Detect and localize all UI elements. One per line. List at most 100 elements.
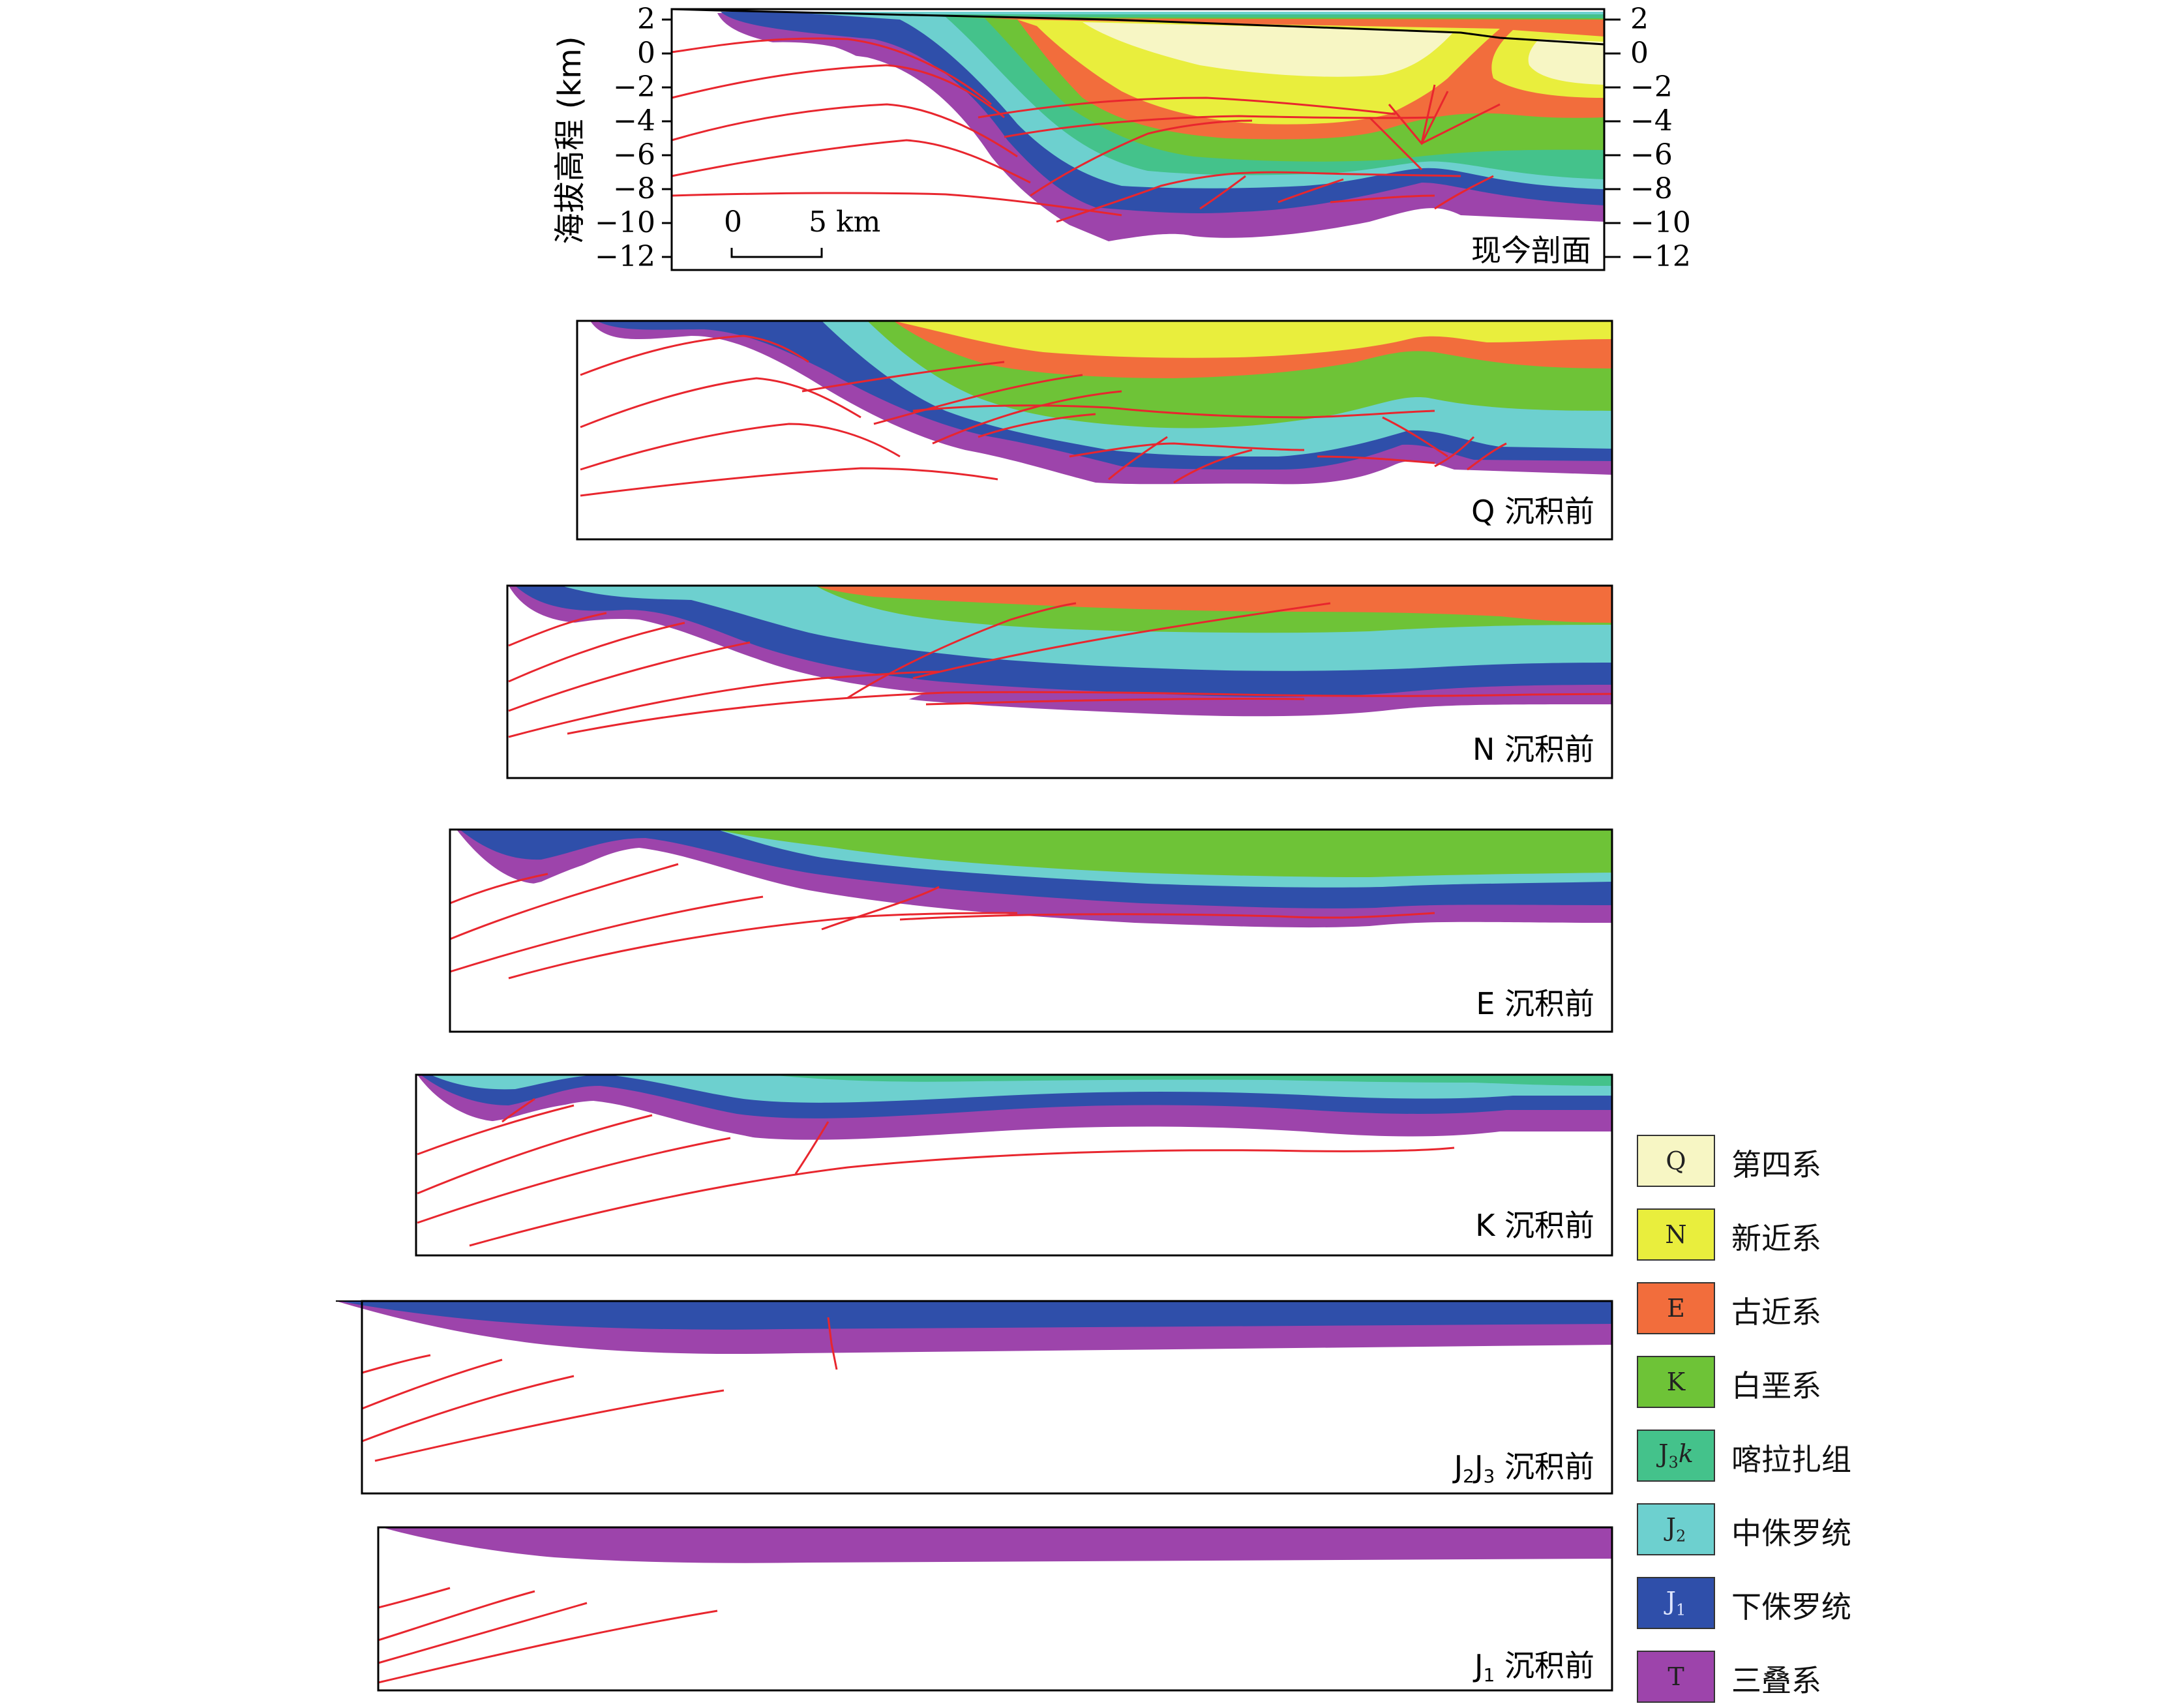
tick-label: −12	[1630, 240, 1691, 273]
panel-label-preJ1: J1 沉积前	[1472, 1648, 1594, 1686]
layer-J2	[430, 1075, 1612, 1103]
faults	[361, 1317, 838, 1462]
panel-label-preE: E 沉积前	[1476, 986, 1594, 1021]
panel-frame	[670, 8, 1606, 271]
scale-bar: 0 5 km	[724, 205, 880, 258]
code-part: J	[1666, 1587, 1676, 1616]
layer-E	[815, 586, 1612, 623]
legend-swatch: T	[1637, 1651, 1715, 1703]
legend-code: E	[1667, 1294, 1685, 1323]
panel-frame	[377, 1526, 1613, 1692]
panel-frame	[449, 828, 1613, 1033]
legend-label: 白垩系	[1731, 1368, 1821, 1403]
legend-swatch: K	[1637, 1356, 1715, 1408]
tick-label: −10	[595, 206, 655, 239]
panel-present: 2 0 −2 −4 −6 −8 −10 −12 2 0 −2 −4 −6 −8 …	[552, 3, 1691, 273]
legend-code: K	[1666, 1368, 1686, 1396]
tick-label: −6	[1630, 138, 1673, 172]
tick-label: −10	[1630, 206, 1691, 239]
tick-label: −2	[1630, 70, 1673, 104]
legend-swatch: E	[1637, 1282, 1715, 1334]
tick-label: 2	[1630, 3, 1649, 36]
legend-label: 新近系	[1731, 1221, 1821, 1256]
legend-label: 下侏罗统	[1731, 1589, 1851, 1625]
legend-item-Q: Q 第四系	[1637, 1135, 2067, 1192]
legend-swatch: J1	[1637, 1577, 1715, 1629]
panel-label-present: 现今剖面	[1471, 233, 1591, 268]
legend-item-J2: J2 中侏罗统	[1637, 1503, 2067, 1561]
topography-line	[671, 8, 1605, 46]
legend-swatch: N	[1637, 1208, 1715, 1261]
layer-T	[381, 1527, 1612, 1563]
layer-J1	[339, 1301, 1612, 1330]
faults	[449, 863, 1435, 980]
right-axis-ticks	[1604, 18, 1621, 258]
panel-label-preQ: Q 沉积前	[1471, 494, 1594, 529]
label-part: 沉积前	[1495, 1449, 1594, 1484]
label-part: J	[1472, 1449, 1484, 1484]
legend-code: T	[1667, 1662, 1684, 1691]
tick-label: −12	[595, 240, 655, 273]
code-sub: 3	[1668, 1453, 1679, 1472]
panel-preJ1: J1 沉积前	[377, 1526, 1613, 1692]
panel-label-preN: N 沉积前	[1472, 732, 1594, 767]
faults	[580, 335, 1507, 497]
label-part: 沉积前	[1495, 1648, 1594, 1683]
panel-preE: E 沉积前	[449, 828, 1613, 1033]
code-sub: 2	[1675, 1527, 1686, 1546]
code-part: k	[1678, 1439, 1694, 1469]
legend-swatch: J3k	[1637, 1430, 1715, 1482]
legend-swatch: Q	[1637, 1135, 1715, 1187]
legend-label: 中侏罗统	[1731, 1516, 1851, 1551]
panel-preN: N 沉积前	[506, 584, 1613, 779]
legend-swatch: J2	[1637, 1503, 1715, 1555]
code-part: J	[1658, 1439, 1669, 1469]
legend-code: N	[1665, 1220, 1687, 1249]
basement	[672, 42, 1024, 196]
legend-item-E: E 古近系	[1637, 1282, 2067, 1340]
panel-preJ2J3: J2J3 沉积前	[336, 1300, 1613, 1495]
legend-item-T: T 三叠系	[1637, 1651, 2067, 1708]
left-axis: 2 0 −2 −4 −6 −8 −10 −12	[595, 3, 655, 273]
legend-label: 第四系	[1731, 1147, 1821, 1182]
faults	[508, 602, 1613, 738]
tick-label: −8	[613, 172, 655, 205]
y-axis-title: 海拔高程 (km)	[552, 36, 588, 244]
legend-code: J2	[1666, 1513, 1686, 1546]
faults	[378, 1587, 718, 1684]
tick-label: 0	[637, 37, 655, 70]
code-part: J	[1666, 1513, 1676, 1542]
panel-label-preK: K 沉积前	[1475, 1208, 1594, 1243]
tick-label: −8	[1630, 172, 1673, 205]
legend-code: Q	[1666, 1146, 1686, 1175]
basement	[450, 853, 900, 985]
tick-label: −2	[613, 70, 655, 104]
legend-item-J1: J1 下侏罗统	[1637, 1577, 2067, 1634]
legend-label: 喀拉扎组	[1731, 1442, 1851, 1477]
panel-frame	[361, 1300, 1613, 1495]
layer-J3k	[770, 1075, 1612, 1086]
tick-label: −6	[613, 138, 655, 172]
tick-label: 2	[637, 3, 655, 36]
legend-label: 古近系	[1731, 1295, 1821, 1330]
panel-preQ: Q 沉积前	[576, 320, 1613, 541]
basement	[507, 619, 926, 737]
scale-label-zero: 0	[724, 205, 742, 239]
label-part: J	[1472, 1648, 1484, 1683]
legend-code: J3k	[1658, 1439, 1694, 1472]
legend-item-J3k: J3k 喀拉扎组	[1637, 1430, 2067, 1487]
label-sub: 1	[1484, 1664, 1495, 1686]
label-part: J	[1452, 1449, 1463, 1484]
legend-code: J1	[1666, 1587, 1686, 1619]
left-axis-ticks	[662, 18, 672, 258]
scale-label-five: 5 km	[809, 205, 880, 239]
right-axis: 2 0 −2 −4 −6 −8 −10 −12	[1630, 3, 1691, 273]
legend-item-K: K 白垩系	[1637, 1356, 2067, 1413]
panel-frame	[415, 1073, 1613, 1257]
faults	[417, 1098, 1455, 1247]
panel-frame	[576, 320, 1613, 541]
faults	[671, 37, 1501, 223]
tick-label: −4	[613, 104, 655, 138]
code-sub: 1	[1675, 1600, 1686, 1619]
